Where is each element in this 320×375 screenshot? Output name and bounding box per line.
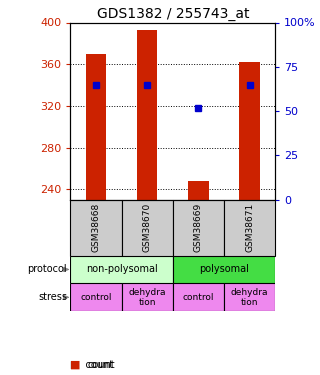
Text: ■  count: ■ count (70, 360, 114, 370)
Text: control: control (80, 293, 112, 302)
Text: control: control (183, 293, 214, 302)
Bar (70, 284, 122, 311)
Bar (86, 54, 106, 200)
Text: dehydra
tion: dehydra tion (128, 288, 166, 307)
Bar (137, 30, 157, 200)
Text: ■: ■ (70, 360, 81, 370)
Bar (122, 200, 173, 255)
Text: count: count (88, 360, 116, 370)
Text: polysomal: polysomal (199, 264, 249, 274)
Text: GSM38669: GSM38669 (194, 203, 203, 252)
Text: non-polysomal: non-polysomal (86, 264, 157, 274)
Text: GSM38671: GSM38671 (245, 203, 254, 252)
Bar (188, 181, 209, 200)
Text: GSM38670: GSM38670 (143, 203, 152, 252)
Bar (224, 200, 275, 255)
Bar (122, 284, 173, 311)
Bar (70, 200, 122, 255)
Text: GSM38668: GSM38668 (92, 203, 100, 252)
Bar (239, 62, 260, 200)
Bar (70, 255, 173, 284)
Title: GDS1382 / 255743_at: GDS1382 / 255743_at (97, 8, 249, 21)
Text: protocol: protocol (28, 264, 67, 274)
Bar (224, 284, 275, 311)
Text: stress: stress (38, 292, 67, 302)
Bar (173, 255, 275, 284)
Bar (173, 284, 224, 311)
Text: dehydra
tion: dehydra tion (231, 288, 268, 307)
Bar (173, 200, 224, 255)
